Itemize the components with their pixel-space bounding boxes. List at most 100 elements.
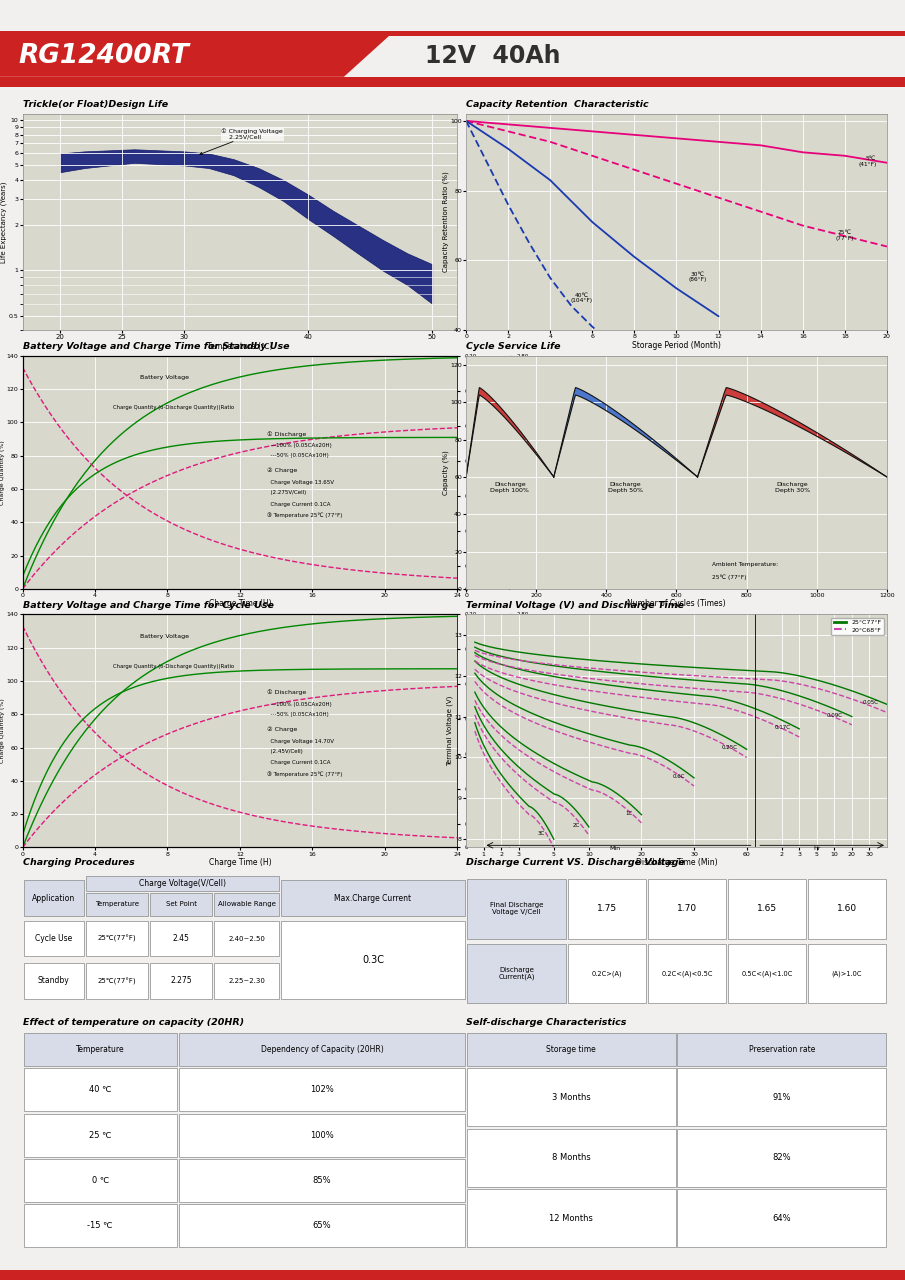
Text: 0.25C: 0.25C <box>722 745 738 750</box>
Text: Dependency of Capacity (20HR): Dependency of Capacity (20HR) <box>261 1044 384 1053</box>
X-axis label: Charge Time (H): Charge Time (H) <box>208 599 272 608</box>
FancyBboxPatch shape <box>467 1189 676 1247</box>
Text: Battery Voltage and Charge Time for Standby Use: Battery Voltage and Charge Time for Stan… <box>23 342 290 352</box>
Text: ---50% (0.05CAx10H): ---50% (0.05CAx10H) <box>267 712 329 717</box>
Text: 0.6C: 0.6C <box>672 774 685 780</box>
Text: Storage time: Storage time <box>547 1044 596 1053</box>
Text: 2.45: 2.45 <box>173 934 189 943</box>
FancyBboxPatch shape <box>677 1069 886 1126</box>
FancyBboxPatch shape <box>568 945 646 1002</box>
Text: ② Charge: ② Charge <box>267 726 297 732</box>
Text: 0.17C: 0.17C <box>775 724 790 730</box>
FancyBboxPatch shape <box>467 879 567 938</box>
Text: 3C: 3C <box>538 831 545 836</box>
FancyBboxPatch shape <box>648 879 726 938</box>
Text: 25℃ (77°F): 25℃ (77°F) <box>711 575 746 581</box>
Text: ---50% (0.05CAx10H): ---50% (0.05CAx10H) <box>267 453 329 458</box>
FancyBboxPatch shape <box>467 945 567 1002</box>
Text: Self-discharge Characteristics: Self-discharge Characteristics <box>466 1018 626 1028</box>
FancyBboxPatch shape <box>467 1033 676 1066</box>
Text: 25℃(77°F): 25℃(77°F) <box>98 936 136 942</box>
Text: Discharge Current VS. Discharge Voltage: Discharge Current VS. Discharge Voltage <box>466 858 685 868</box>
X-axis label: Discharge Time (Min): Discharge Time (Min) <box>635 858 718 867</box>
Text: (2.275V/Cell): (2.275V/Cell) <box>267 490 306 495</box>
Text: 1C: 1C <box>625 810 633 815</box>
FancyBboxPatch shape <box>728 879 806 938</box>
FancyBboxPatch shape <box>24 1069 177 1111</box>
Text: Charge Quantity (o-Discharge Quantity)(Ratio: Charge Quantity (o-Discharge Quantity)(R… <box>113 404 234 410</box>
Text: Cycle Use: Cycle Use <box>35 934 72 943</box>
Text: 0 ℃: 0 ℃ <box>91 1176 109 1185</box>
Text: Hr: Hr <box>813 846 821 851</box>
Y-axis label: Life Expectancy (Years): Life Expectancy (Years) <box>1 182 7 262</box>
FancyBboxPatch shape <box>24 881 84 915</box>
FancyBboxPatch shape <box>178 1158 465 1202</box>
Y-axis label: Charge Quantity (%): Charge Quantity (%) <box>0 440 5 504</box>
FancyBboxPatch shape <box>677 1189 886 1247</box>
FancyBboxPatch shape <box>178 1069 465 1111</box>
X-axis label: Charge Time (H): Charge Time (H) <box>208 858 272 867</box>
FancyBboxPatch shape <box>214 964 279 998</box>
Text: 2.40~2.50: 2.40~2.50 <box>228 936 265 942</box>
Text: 3 Months: 3 Months <box>552 1093 591 1102</box>
Text: 1.65: 1.65 <box>757 905 777 914</box>
Text: Temperature: Temperature <box>76 1044 125 1053</box>
FancyBboxPatch shape <box>808 879 886 938</box>
Text: 40℃
(104°F): 40℃ (104°F) <box>571 293 593 303</box>
Text: 1.70: 1.70 <box>677 905 697 914</box>
Text: —100% (0.05CAx20H): —100% (0.05CAx20H) <box>267 701 332 707</box>
Text: Discharge
Depth 30%: Discharge Depth 30% <box>775 483 810 493</box>
Y-axis label: Charge Current (CA): Charge Current (CA) <box>479 699 483 763</box>
FancyBboxPatch shape <box>214 892 279 915</box>
Text: 82%: 82% <box>772 1153 791 1162</box>
FancyBboxPatch shape <box>24 964 84 998</box>
Y-axis label: Charge Current (CA): Charge Current (CA) <box>479 440 483 504</box>
Text: 0.05C: 0.05C <box>862 700 878 705</box>
Text: 2C: 2C <box>573 823 580 828</box>
Text: 100%: 100% <box>310 1130 334 1139</box>
Text: Charge Voltage 14.70V: Charge Voltage 14.70V <box>267 739 334 744</box>
Text: Discharge
Depth 100%: Discharge Depth 100% <box>491 483 529 493</box>
Text: 64%: 64% <box>772 1213 791 1222</box>
FancyBboxPatch shape <box>808 945 886 1002</box>
FancyBboxPatch shape <box>728 945 806 1002</box>
FancyBboxPatch shape <box>281 881 465 915</box>
Text: (2.45V/Cell): (2.45V/Cell) <box>267 749 303 754</box>
FancyBboxPatch shape <box>178 1204 465 1247</box>
Text: (A)>1.0C: (A)>1.0C <box>832 970 862 977</box>
FancyBboxPatch shape <box>150 964 213 998</box>
Text: Charge Voltage(V/Cell): Charge Voltage(V/Cell) <box>138 879 225 888</box>
Text: Preservation rate: Preservation rate <box>748 1044 814 1053</box>
Text: Charge Quantity (o-Discharge Quantity)(Ratio: Charge Quantity (o-Discharge Quantity)(R… <box>113 663 234 668</box>
Text: 25℃(77°F): 25℃(77°F) <box>98 978 136 984</box>
Y-axis label: Capacity Retention Ratio (%): Capacity Retention Ratio (%) <box>443 172 449 273</box>
Y-axis label: Charge Quantity (%): Charge Quantity (%) <box>0 699 5 763</box>
X-axis label: Storage Period (Month): Storage Period (Month) <box>632 340 721 349</box>
Text: 0.2C<(A)<0.5C: 0.2C<(A)<0.5C <box>662 970 713 977</box>
Text: ③ Temperature 25℃ (77°F): ③ Temperature 25℃ (77°F) <box>267 772 342 777</box>
Text: ② Charge: ② Charge <box>267 467 297 474</box>
Text: 0.3C: 0.3C <box>362 955 384 965</box>
Text: Max.Charge Current: Max.Charge Current <box>334 893 412 902</box>
Text: Battery Voltage: Battery Voltage <box>140 375 189 380</box>
Text: 5℃
(41°F): 5℃ (41°F) <box>858 156 876 168</box>
Text: 91%: 91% <box>773 1093 791 1102</box>
Text: Temperature: Temperature <box>95 901 138 908</box>
FancyBboxPatch shape <box>24 1114 177 1157</box>
Text: RG12400RT: RG12400RT <box>18 44 189 69</box>
Text: Terminal Voltage (V) and Discharge Time: Terminal Voltage (V) and Discharge Time <box>466 600 684 611</box>
Text: Final Discharge
Voltage V/Cell: Final Discharge Voltage V/Cell <box>490 902 543 915</box>
Text: 2.275: 2.275 <box>170 977 192 986</box>
Text: Charge Voltage 13.65V: Charge Voltage 13.65V <box>267 480 334 485</box>
Text: ① Discharge: ① Discharge <box>267 431 306 436</box>
FancyBboxPatch shape <box>24 922 84 956</box>
Text: 25℃
(77°F): 25℃ (77°F) <box>835 229 854 241</box>
X-axis label: Temperature (℃): Temperature (℃) <box>207 342 272 351</box>
Text: Discharge
Depth 50%: Discharge Depth 50% <box>608 483 643 493</box>
FancyBboxPatch shape <box>86 922 148 956</box>
FancyBboxPatch shape <box>178 1033 465 1066</box>
Text: -15 ℃: -15 ℃ <box>88 1221 113 1230</box>
Text: 1.60: 1.60 <box>837 905 857 914</box>
FancyBboxPatch shape <box>214 922 279 956</box>
FancyBboxPatch shape <box>24 1033 177 1066</box>
